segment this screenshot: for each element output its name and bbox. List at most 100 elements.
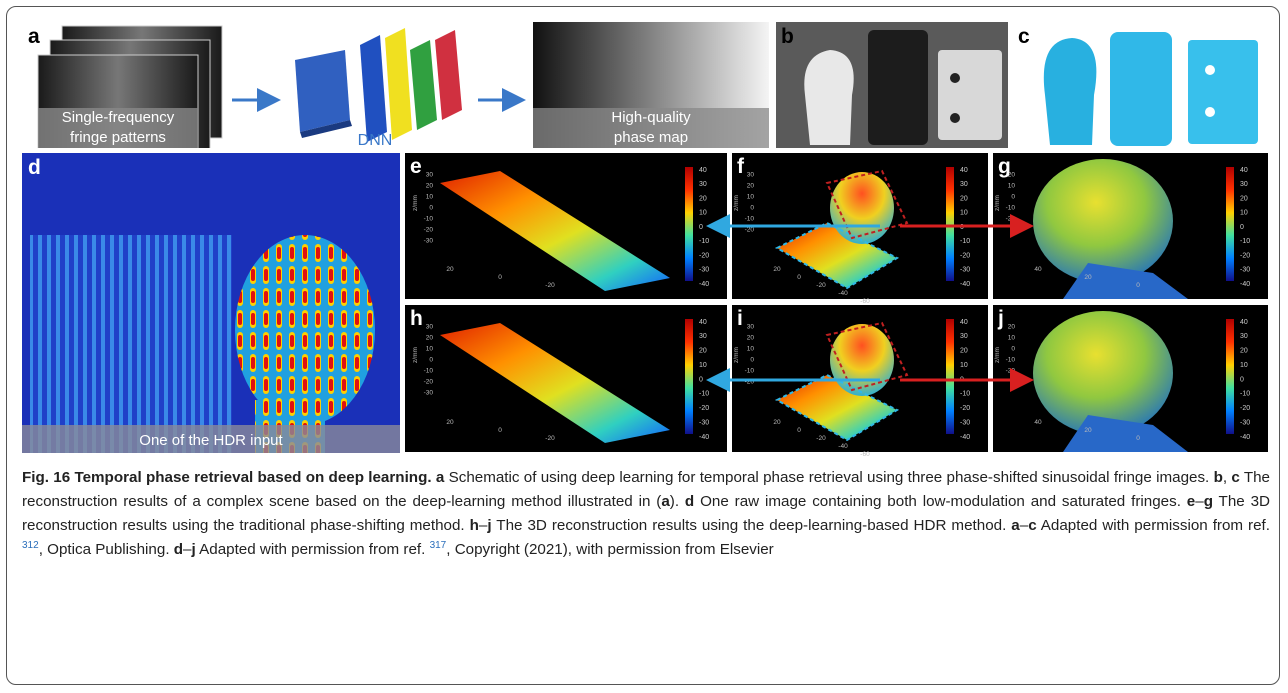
caption-run: Schematic of using deep learning for tem… <box>444 469 1213 486</box>
axis-label: z/mm <box>733 195 740 211</box>
axis-tick-label: -10 <box>424 216 434 223</box>
label: Single-frequency <box>62 109 175 126</box>
axis-tick-label: 20 <box>747 183 755 190</box>
colorbar <box>1226 319 1234 434</box>
axis-tick-label: -20 <box>424 379 434 386</box>
axis-tick-label: -10 <box>424 368 434 375</box>
colorbar <box>946 167 954 281</box>
axis-tick-label: 30 <box>747 172 755 179</box>
depth-tick-label: -60 <box>860 451 870 458</box>
depth-tick-label: 0 <box>797 274 801 281</box>
colorbar-tick-label: -20 <box>1240 405 1250 412</box>
colorbar-tick-label: 20 <box>699 348 707 355</box>
axis-tick-label: 30 <box>426 324 434 331</box>
object <box>830 172 894 244</box>
axis-label: z/mm <box>994 347 1001 363</box>
caption-run: – <box>1020 517 1028 534</box>
colorbar-tick-label: 40 <box>1240 319 1248 326</box>
label: High-quality <box>611 109 691 126</box>
panel-letter: d <box>28 156 41 179</box>
colorbar-tick-label: 30 <box>699 181 707 188</box>
colorbar-tick-label: 10 <box>699 362 707 369</box>
depth-tick-label: -20 <box>545 282 555 289</box>
axis-tick-label: 0 <box>750 205 754 212</box>
panel-letter: g <box>998 155 1011 178</box>
caption-run: c <box>1231 469 1239 486</box>
axis-tick-label: -10 <box>745 368 755 375</box>
head <box>1033 311 1173 435</box>
caption-run: 312 <box>22 540 39 551</box>
colorbar-tick-label: -40 <box>1240 434 1250 441</box>
axis-tick-label: 10 <box>1008 183 1016 190</box>
caption-run: b <box>1214 469 1223 486</box>
colorbar-tick-label: -10 <box>1240 391 1250 398</box>
colorbar-tick-label: 20 <box>960 348 968 355</box>
colorbar-tick-label: -40 <box>1240 281 1250 288</box>
colorbar <box>946 319 954 434</box>
colorbar-tick-label: -40 <box>699 434 709 441</box>
axis-tick-label: 0 <box>750 357 754 364</box>
colorbar <box>685 167 693 281</box>
colorbar-tick-label: -40 <box>960 281 970 288</box>
colorbar-tick-label: 0 <box>1240 376 1244 383</box>
label: DNN <box>358 132 393 149</box>
caption-run: – <box>1195 493 1203 510</box>
depth-tick-label: -20 <box>545 435 555 442</box>
colorbar-tick-label: 10 <box>960 362 968 369</box>
axis-tick-label: 10 <box>426 346 434 353</box>
colorbar-tick-label: 40 <box>1240 167 1248 174</box>
colorbar-tick-label: -40 <box>960 434 970 441</box>
label: phase map <box>614 129 688 146</box>
panel-letter: b <box>781 25 794 48</box>
caption-run: , Optica Publishing. <box>39 541 174 558</box>
colorbar-tick-label: -10 <box>699 238 709 245</box>
axis-tick-label: 0 <box>1011 346 1015 353</box>
caption-run: Adapted with permission from ref. <box>1037 517 1270 534</box>
depth-tick-label: -40 <box>838 443 848 450</box>
colorbar-tick-label: 20 <box>960 195 968 202</box>
colorbar-tick-label: -20 <box>699 252 709 259</box>
colorbar-tick-label: -20 <box>960 252 970 259</box>
caption-run: Fig. 16 Temporal phase retrieval based o… <box>22 469 432 486</box>
colorbar-tick-label: -30 <box>1240 267 1250 274</box>
colorbar-tick-label: 40 <box>960 167 968 174</box>
colorbar-tick-label: 20 <box>1240 195 1248 202</box>
depth-tick-label: 20 <box>773 419 781 426</box>
depth-tick-label: 20 <box>1084 427 1092 434</box>
axis-tick-label: 20 <box>426 335 434 342</box>
colorbar-tick-label: -10 <box>960 238 970 245</box>
axis-tick-label: 0 <box>1011 194 1015 201</box>
axis-label: z/mm <box>994 195 1001 211</box>
colorbar <box>685 319 693 434</box>
panel-letter: f <box>737 155 745 178</box>
label: fringe patterns <box>70 129 166 146</box>
caption-run: One raw image containing both low-modula… <box>694 493 1187 510</box>
colorbar-tick-label: 30 <box>960 181 968 188</box>
depth-tick-label: 0 <box>498 427 502 434</box>
object <box>830 324 894 396</box>
colorbar-tick-label: 30 <box>960 333 968 340</box>
colorbar-tick-label: 30 <box>1240 181 1248 188</box>
caption-run: e <box>1187 493 1195 510</box>
colorbar-tick-label: -20 <box>960 405 970 412</box>
axis-tick-label: 10 <box>426 194 434 201</box>
axis-tick-label: 10 <box>1008 335 1016 342</box>
axis-tick-label: 30 <box>747 324 755 331</box>
panel-letter: c <box>1018 25 1030 48</box>
axis-tick-label: -20 <box>424 227 434 234</box>
colorbar-tick-label: -20 <box>1240 252 1250 259</box>
colorbar-tick-label: -20 <box>699 405 709 412</box>
depth-tick-label: -20 <box>816 435 826 442</box>
depth-tick-label: 20 <box>1084 274 1092 281</box>
colorbar-tick-label: 30 <box>1240 333 1248 340</box>
depth-tick-label: 0 <box>498 274 502 281</box>
caption-run: Adapted with permission from ref. <box>196 541 430 558</box>
axis-tick-label: 20 <box>1008 324 1016 331</box>
colorbar-tick-label: 0 <box>699 376 703 383</box>
panel-letter: j <box>997 307 1004 330</box>
caption-run: a <box>661 493 669 510</box>
colorbar-tick-label: 10 <box>699 210 707 217</box>
label: One of the HDR input <box>139 432 283 449</box>
colorbar-tick-label: 40 <box>699 167 707 174</box>
axis-tick-label: 0 <box>429 357 433 364</box>
